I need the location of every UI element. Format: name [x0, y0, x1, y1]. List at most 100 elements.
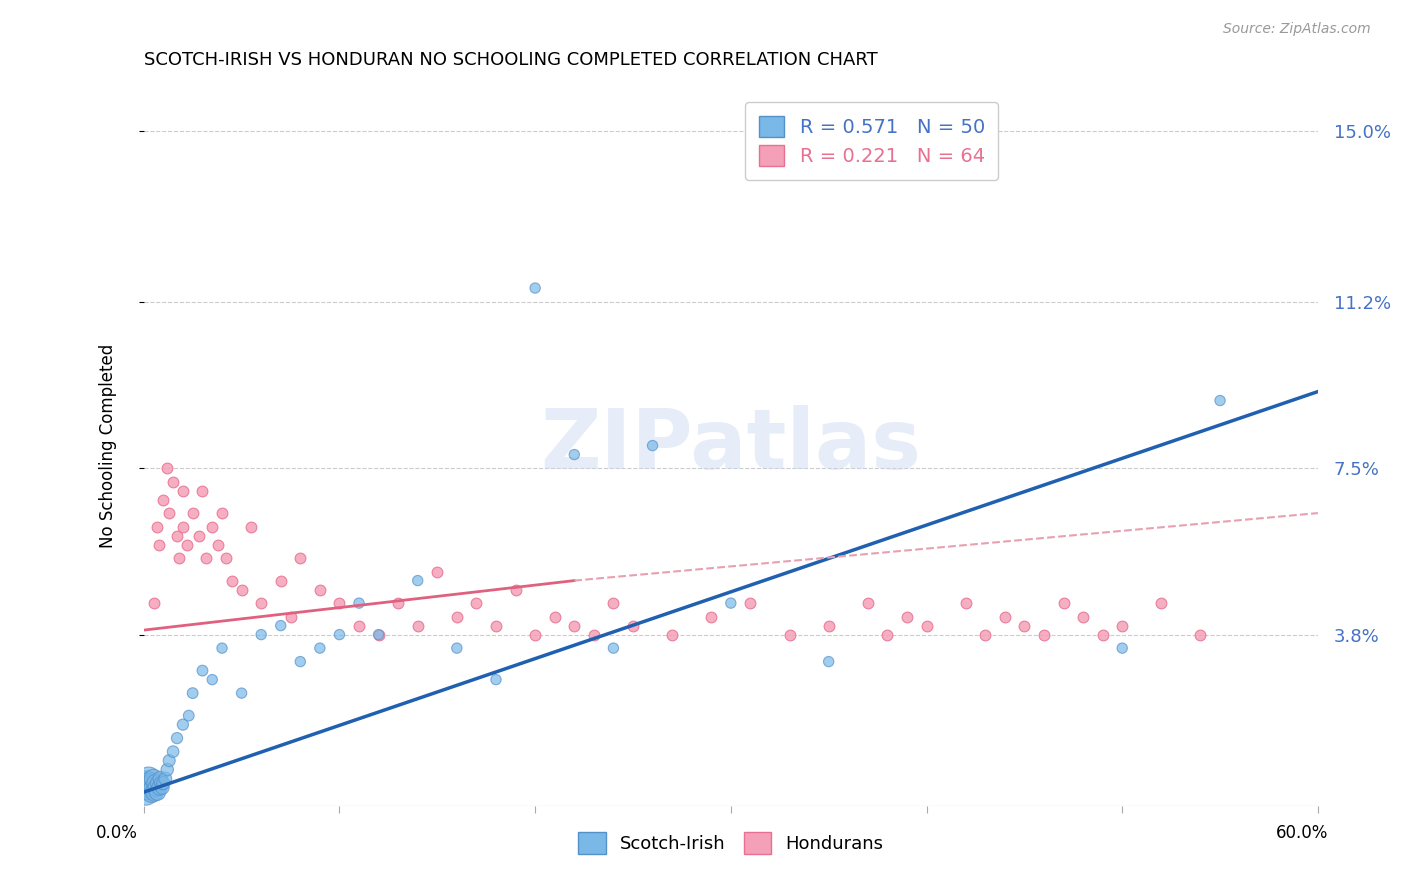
Point	[347, 596, 370, 610]
Point	[146, 785, 169, 799]
Point	[143, 785, 166, 799]
Point	[176, 538, 198, 552]
Point	[1111, 641, 1133, 656]
Point	[485, 673, 508, 687]
Point	[505, 582, 527, 597]
Point	[779, 627, 801, 641]
Text: 60.0%: 60.0%	[1277, 824, 1329, 842]
Point	[148, 776, 170, 790]
Text: ZIPatlas: ZIPatlas	[540, 405, 921, 486]
Point	[172, 483, 194, 498]
Point	[270, 618, 292, 632]
Point	[465, 596, 488, 610]
Point	[221, 574, 243, 588]
Point	[524, 627, 547, 641]
Point	[621, 618, 644, 632]
Point	[876, 627, 898, 641]
Point	[280, 609, 302, 624]
Point	[367, 627, 389, 641]
Point	[544, 609, 567, 624]
Legend: R = 0.571   N = 50, R = 0.221   N = 64: R = 0.571 N = 50, R = 0.221 N = 64	[745, 103, 998, 180]
Point	[166, 528, 188, 542]
Point	[156, 461, 179, 475]
Point	[211, 506, 233, 520]
Point	[485, 618, 508, 632]
Y-axis label: No Schooling Completed: No Schooling Completed	[100, 343, 117, 548]
Text: Source: ZipAtlas.com: Source: ZipAtlas.com	[1223, 22, 1371, 37]
Point	[191, 664, 214, 678]
Point	[270, 574, 292, 588]
Point	[387, 596, 409, 610]
Point	[994, 609, 1017, 624]
Point	[367, 627, 389, 641]
Point	[231, 686, 253, 700]
Point	[1071, 609, 1094, 624]
Point	[406, 618, 429, 632]
Point	[157, 754, 180, 768]
Point	[146, 519, 169, 533]
Point	[195, 551, 218, 566]
Point	[328, 596, 350, 610]
Point	[201, 673, 224, 687]
Point	[955, 596, 977, 610]
Point	[231, 582, 253, 597]
Point	[328, 627, 350, 641]
Point	[1209, 393, 1232, 408]
Point	[740, 596, 762, 610]
Point	[142, 776, 165, 790]
Point	[446, 609, 468, 624]
Point	[152, 776, 174, 790]
Point	[1014, 618, 1036, 632]
Point	[215, 551, 238, 566]
Point	[187, 528, 209, 542]
Point	[974, 627, 997, 641]
Point	[562, 448, 585, 462]
Point	[201, 519, 224, 533]
Text: 0.0%: 0.0%	[96, 824, 138, 842]
Point	[446, 641, 468, 656]
Point	[162, 475, 184, 489]
Point	[720, 596, 742, 610]
Point	[1111, 618, 1133, 632]
Point	[426, 565, 449, 579]
Point	[166, 731, 188, 745]
Point	[582, 627, 605, 641]
Point	[1091, 627, 1114, 641]
Point	[817, 655, 839, 669]
Point	[152, 492, 174, 507]
Point	[141, 785, 163, 799]
Point	[155, 772, 177, 786]
Point	[139, 780, 162, 795]
Point	[856, 596, 879, 610]
Point	[602, 641, 624, 656]
Point	[347, 618, 370, 632]
Point	[1032, 627, 1054, 641]
Point	[142, 596, 165, 610]
Point	[309, 641, 332, 656]
Point	[309, 582, 332, 597]
Point	[150, 780, 173, 795]
Point	[1189, 627, 1212, 641]
Point	[167, 551, 190, 566]
Point	[162, 745, 184, 759]
Point	[135, 785, 157, 799]
Point	[172, 519, 194, 533]
Point	[138, 772, 160, 786]
Point	[240, 519, 263, 533]
Point	[207, 538, 229, 552]
Point	[915, 618, 938, 632]
Point	[148, 780, 170, 795]
Point	[138, 776, 160, 790]
Point	[250, 596, 273, 610]
Point	[211, 641, 233, 656]
Point	[157, 506, 180, 520]
Point	[641, 439, 664, 453]
Point	[172, 717, 194, 731]
Point	[191, 483, 214, 498]
Point	[177, 708, 200, 723]
Point	[1052, 596, 1074, 610]
Point	[149, 772, 172, 786]
Point	[602, 596, 624, 610]
Point	[145, 776, 167, 790]
Point	[661, 627, 683, 641]
